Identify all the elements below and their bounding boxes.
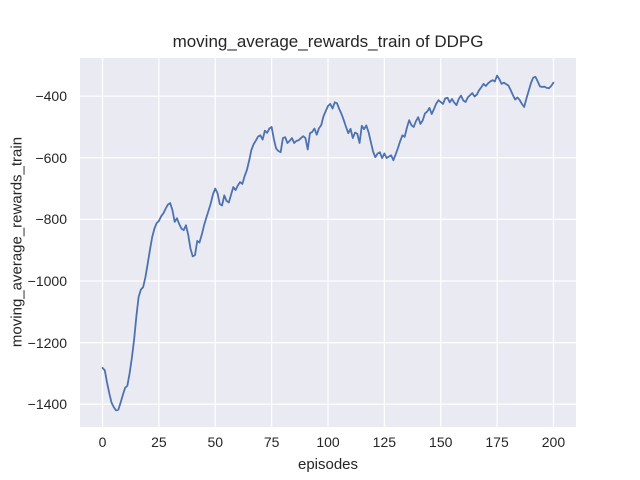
x-tick-label: 25 bbox=[151, 434, 167, 450]
x-tick-label: 150 bbox=[429, 434, 453, 450]
x-tick-label: 200 bbox=[541, 434, 566, 450]
x-tick-label: 175 bbox=[485, 434, 509, 450]
y-tick-label: −1000 bbox=[27, 273, 67, 289]
y-tick-label: −400 bbox=[35, 88, 67, 105]
x-tick-label: 100 bbox=[316, 434, 340, 450]
y-tick-label: −1200 bbox=[27, 334, 67, 351]
plot-area bbox=[80, 58, 576, 427]
x-axis-label: episodes bbox=[297, 456, 359, 473]
y-tick-label: −800 bbox=[35, 211, 67, 228]
line-chart bbox=[80, 58, 576, 427]
chart-title: moving_average_rewards_train of DDPG bbox=[172, 32, 484, 51]
x-tick-label: 0 bbox=[98, 434, 107, 450]
x-tick-label: 125 bbox=[372, 434, 397, 450]
x-tick-label: 50 bbox=[207, 434, 224, 450]
y-tick-label: −1400 bbox=[27, 396, 67, 413]
y-axis-label: moving_average_rewards_train bbox=[8, 136, 26, 348]
x-tick-label: 75 bbox=[263, 434, 280, 450]
y-tick-label: −600 bbox=[35, 149, 67, 166]
